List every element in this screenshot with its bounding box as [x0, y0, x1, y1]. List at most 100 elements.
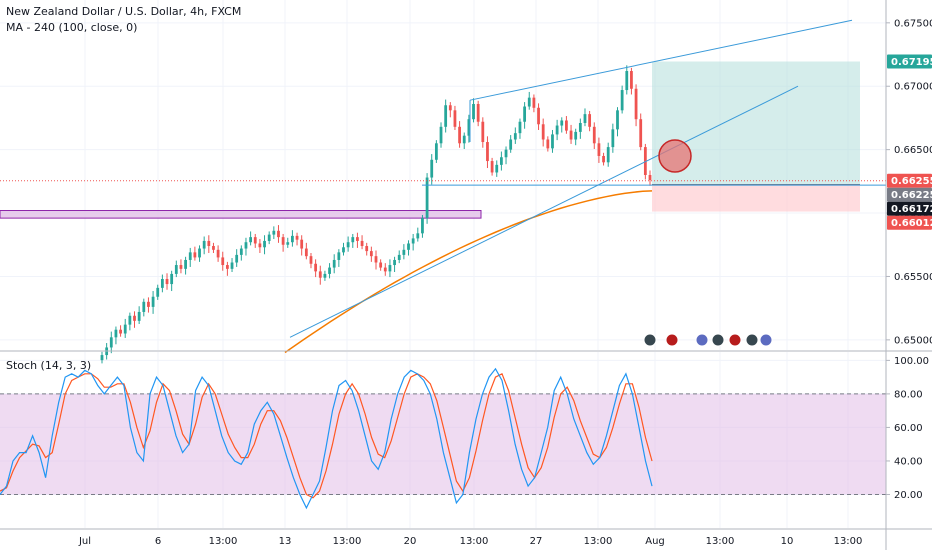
candle-body	[165, 278, 169, 285]
candle-body	[532, 97, 536, 108]
candle-body	[462, 135, 466, 144]
candle-body	[421, 218, 424, 234]
x-tick-label: 13:00	[333, 536, 362, 547]
candle-body	[592, 126, 596, 144]
candle-body	[476, 103, 480, 122]
price-badge-entry-bg	[887, 187, 932, 202]
candle-body	[481, 121, 485, 143]
candle-body	[430, 159, 434, 178]
candle-body	[328, 267, 331, 274]
candle-body	[151, 296, 155, 307]
ma-legend: MA - 240 (100, close, 0)	[6, 21, 138, 34]
candle-body	[198, 248, 201, 258]
candle-body	[304, 248, 308, 257]
ma-line	[284, 190, 653, 354]
candle-body	[448, 105, 452, 111]
candle-body	[402, 249, 406, 255]
stoch-tick-label: 20.00	[894, 490, 923, 501]
y-tick-label: 0.65000	[894, 335, 932, 346]
candle-body	[114, 329, 118, 338]
candle-body	[583, 114, 587, 124]
x-tick-label: 20	[404, 536, 417, 547]
x-tick-label: 13:00	[460, 536, 489, 547]
candle-body	[453, 110, 457, 127]
candle-body	[643, 147, 647, 175]
candle-body	[569, 130, 573, 140]
y-tick-label: 0.67500	[894, 18, 932, 29]
stoch-d-line	[0, 372, 653, 499]
candle-body	[486, 142, 489, 162]
candle-body	[565, 120, 568, 131]
candle-body	[411, 238, 415, 244]
candle-body	[253, 237, 257, 244]
candle-body	[179, 265, 183, 269]
price-badge-ma: 0.66172	[891, 204, 932, 215]
event-icon	[759, 333, 773, 347]
price-badge-current: 0.66255	[891, 176, 932, 187]
candle-body	[527, 97, 531, 107]
candle-body	[300, 239, 304, 249]
candle-body	[648, 175, 652, 181]
candle-body	[397, 254, 401, 260]
candle-body	[100, 355, 104, 361]
event-icon	[665, 333, 679, 347]
price-badge-target: 0.67195	[891, 57, 932, 68]
candle-body	[379, 262, 383, 268]
stoch-legend: Stoch (14, 3, 3)	[6, 359, 92, 372]
candle-body	[142, 301, 146, 312]
candle-body	[156, 287, 160, 297]
candle-body	[258, 243, 262, 248]
candle-body	[286, 242, 290, 245]
candle-body	[513, 133, 517, 140]
x-tick-label: 27	[530, 536, 543, 547]
rising-support-line	[289, 85, 799, 338]
stoch-tick-label: 80.00	[894, 389, 923, 400]
candle-body	[342, 247, 345, 253]
candle-body	[212, 246, 215, 250]
event-icon	[643, 333, 657, 347]
candle-body	[221, 257, 225, 266]
price-badge-entry: 0.66225	[891, 190, 932, 201]
candle-body	[630, 71, 633, 89]
symbol-title: New Zealand Dollar / U.S. Dollar, 4h, FX…	[6, 5, 242, 18]
x-tick-label: 10	[781, 536, 794, 547]
candle-body	[467, 119, 471, 136]
stoch-tick-label: 40.00	[894, 456, 923, 467]
candle-body	[639, 119, 643, 148]
candle-body	[123, 324, 127, 334]
candle-body	[393, 259, 396, 266]
candle-body	[523, 106, 527, 122]
candle-body	[225, 265, 229, 269]
highlight-circle	[658, 139, 692, 173]
candle-body	[272, 230, 276, 235]
candle-body	[128, 315, 132, 325]
stoch-tick-label: 100.00	[894, 356, 929, 367]
candle-body	[578, 123, 582, 132]
y-tick-label: 0.65500	[894, 272, 932, 283]
price-badge-stop: 0.66012	[891, 218, 932, 229]
candle-body	[439, 126, 443, 144]
candle-body	[499, 157, 503, 165]
candle-body	[291, 235, 294, 243]
x-tick-label: Aug	[645, 536, 665, 547]
candle-body	[170, 273, 174, 285]
candle-body	[555, 125, 559, 135]
candle-body	[174, 265, 178, 274]
candle-body	[314, 263, 318, 272]
candle-body	[537, 107, 540, 125]
demand-zone	[0, 210, 482, 219]
annotations-back	[0, 61, 860, 219]
candle-body	[574, 131, 578, 140]
event-icons	[643, 333, 773, 347]
candle-body	[588, 114, 592, 127]
candle-body	[495, 164, 499, 173]
candle-body	[239, 248, 243, 255]
event-icon	[745, 333, 759, 347]
candle-body	[160, 278, 164, 288]
candle-body	[309, 256, 313, 264]
candle-body	[188, 252, 192, 260]
candle-body	[277, 230, 280, 238]
stoch-k-line	[0, 367, 653, 510]
